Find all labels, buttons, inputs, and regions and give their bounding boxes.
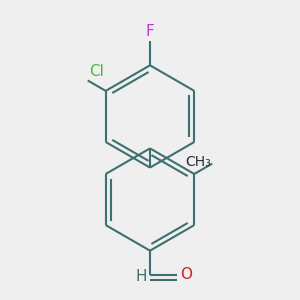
Text: CH₃: CH₃ (185, 155, 211, 169)
Text: H: H (135, 269, 147, 284)
Text: Cl: Cl (89, 64, 104, 79)
Text: O: O (180, 267, 192, 282)
Text: F: F (146, 24, 154, 39)
